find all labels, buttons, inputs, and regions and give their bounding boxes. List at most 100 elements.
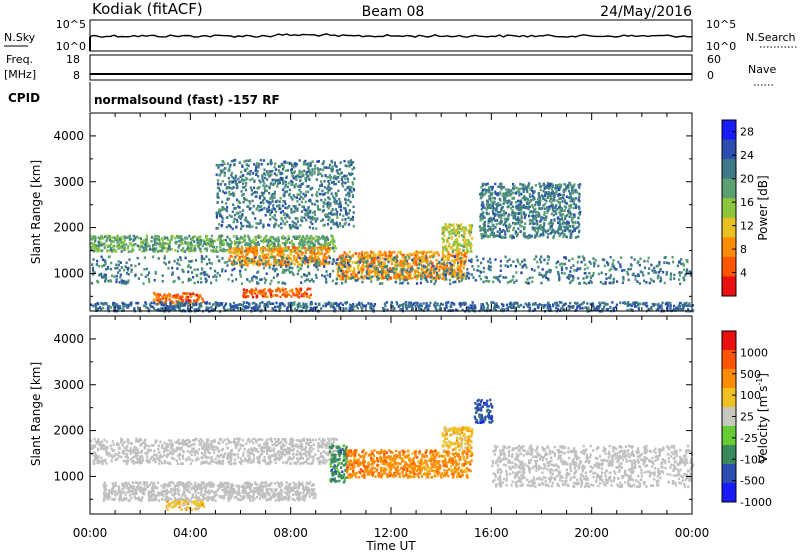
data-cell [315, 265, 318, 269]
data-cell [238, 251, 241, 254]
data-cell [610, 267, 613, 271]
data-cell [179, 295, 182, 298]
data-cell [479, 277, 483, 281]
data-cell [411, 267, 414, 271]
data-cell [198, 295, 201, 299]
data-cell [420, 260, 423, 263]
data-cell [185, 298, 188, 301]
data-cell [311, 251, 314, 254]
data-cell [300, 216, 303, 219]
data-cell [218, 223, 221, 226]
data-cell [251, 211, 254, 214]
data-cell [460, 273, 463, 276]
data-cell [341, 263, 344, 267]
data-cell [463, 233, 466, 236]
data-cell [272, 236, 275, 239]
data-cell [196, 296, 199, 299]
data-cell [323, 246, 326, 249]
data-cell [678, 260, 681, 263]
data-cell [315, 227, 318, 230]
data-cell [344, 197, 347, 201]
data-cell [557, 188, 561, 192]
data-cell [103, 242, 106, 246]
data-cell [259, 201, 262, 204]
data-cell [488, 227, 491, 231]
data-cell [291, 210, 294, 214]
data-cell [549, 220, 552, 224]
data-cell [524, 213, 527, 217]
data-cell [512, 226, 516, 230]
data-cell [484, 228, 487, 231]
data-cell [296, 185, 299, 188]
data-cell [106, 236, 109, 240]
data-cell [245, 253, 248, 256]
data-cell [231, 210, 234, 214]
data-cell [285, 176, 288, 180]
data-cell [280, 263, 283, 267]
data-cell [175, 240, 179, 244]
data-cell [280, 260, 283, 264]
data-cell [503, 221, 507, 225]
data-cell [571, 221, 574, 224]
data-cell [216, 193, 219, 197]
data-cell [512, 197, 515, 200]
data-cell [551, 204, 555, 207]
data-cell [329, 178, 332, 182]
data-cell [304, 200, 307, 204]
data-cell [579, 210, 582, 214]
data-cell [328, 256, 331, 260]
freq-panel [89, 54, 693, 81]
data-cell [467, 239, 470, 243]
data-cell [527, 186, 530, 189]
data-cell [98, 245, 101, 248]
data-cell [257, 282, 260, 285]
data-cell [324, 213, 327, 216]
data-cell [330, 160, 334, 164]
data-cell [240, 224, 243, 228]
data-cell [216, 271, 219, 275]
data-cell [489, 265, 492, 269]
data-cell [157, 249, 160, 253]
data-cell [131, 247, 134, 250]
data-cell [485, 276, 488, 279]
data-cell [578, 281, 581, 285]
data-cell [349, 186, 352, 189]
data-cell [173, 259, 176, 263]
data-cell [241, 251, 244, 254]
data-cell [543, 183, 546, 187]
data-cell [275, 274, 279, 278]
data-cell [523, 198, 526, 201]
data-cell [240, 248, 244, 252]
data-cell [517, 203, 520, 207]
data-cell [568, 275, 571, 279]
data-cell [420, 250, 423, 254]
data-cell [245, 182, 248, 185]
data-cell [357, 263, 360, 267]
data-cell [461, 261, 464, 265]
data-cell [384, 254, 387, 257]
data-cell [117, 263, 120, 267]
data-cell [111, 236, 114, 239]
data-cell [223, 261, 226, 264]
data-cell [553, 195, 556, 198]
data-cell [271, 255, 274, 259]
data-cell [196, 238, 199, 241]
data-cell [367, 277, 370, 280]
data-cell [237, 248, 240, 251]
data-cell [302, 160, 306, 164]
data-cell [251, 199, 254, 203]
data-cell [438, 275, 441, 279]
data-cell [254, 169, 257, 172]
data-cell [530, 268, 533, 271]
data-cell [401, 261, 404, 265]
data-cell [533, 190, 536, 193]
data-cell [262, 184, 265, 187]
data-cell [196, 268, 199, 271]
data-cell [261, 261, 264, 264]
data-cell [317, 160, 320, 163]
data-cell [286, 241, 289, 244]
data-cell [371, 262, 374, 266]
data-cell [317, 171, 320, 174]
data-cell [543, 258, 546, 262]
data-cell [239, 269, 242, 273]
